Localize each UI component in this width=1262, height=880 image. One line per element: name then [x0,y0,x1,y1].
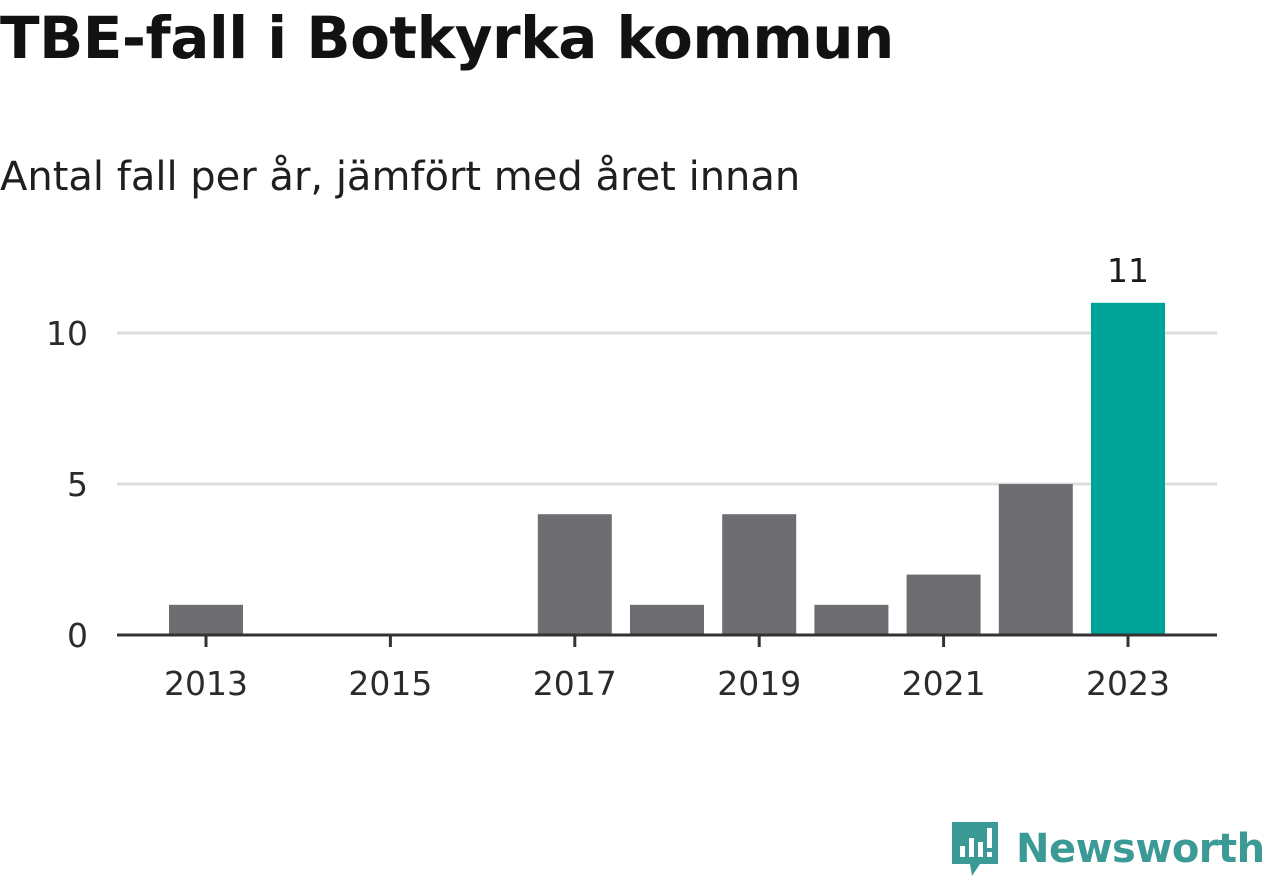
brand-name: Newsworthy [1016,826,1262,872]
y-tick-label: 10 [46,314,88,353]
x-tick-label: 2019 [717,664,801,703]
bar-2023 [1091,302,1165,635]
y-axis-ticks: 0 5 10 [46,314,88,655]
value-label: 11 [1107,251,1149,290]
bar-2019 [722,514,797,635]
bar-chart: 0 5 10 2013 2015 2017 2019 2021 2023 11 [46,251,1217,703]
chart-title: TBE-fall i Botkyrka kommun [0,4,894,72]
bar-2013 [169,604,243,635]
x-tick-label: 2023 [1086,664,1170,703]
y-tick-label: 0 [67,616,88,655]
bars [169,302,1165,635]
gridlines [117,331,1217,486]
y-tick-label: 5 [67,465,88,504]
bar-2018 [630,604,704,635]
bar-2022 [998,484,1073,635]
bar-2020 [814,604,889,635]
brand-logo: Newsworthy [950,818,1262,880]
chart-subtitle: Antal fall per år, jämfört med året inna… [0,154,801,200]
newsworthy-logo-icon [952,822,998,876]
x-axis-ticks: 2013 2015 2017 2019 2021 2023 [164,635,1170,703]
bar-2017 [537,514,612,635]
x-tick-label: 2017 [533,664,617,703]
x-tick-label: 2015 [348,664,432,703]
bar-2021 [906,574,981,635]
x-tick-label: 2021 [902,664,986,703]
x-tick-label: 2013 [164,664,248,703]
value-labels: 11 [1107,251,1149,290]
